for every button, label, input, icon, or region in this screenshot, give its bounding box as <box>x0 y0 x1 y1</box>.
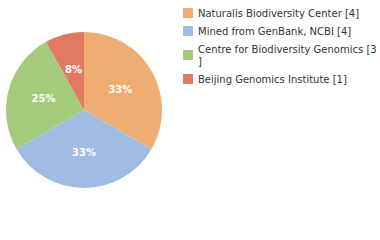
svg-text:33%: 33% <box>108 84 132 95</box>
svg-text:]: ] <box>198 56 202 67</box>
svg-text:Beijing Genomics Institute [1]: Beijing Genomics Institute [1] <box>198 74 347 85</box>
svg-text:33%: 33% <box>72 147 96 158</box>
svg-text:Naturalis Biodiversity Center: Naturalis Biodiversity Center [4] <box>198 8 359 19</box>
svg-text:Centre for Biodiversity Genomi: Centre for Biodiversity Genomics [3 <box>198 44 377 55</box>
svg-text:Mined from GenBank, NCBI [4]: Mined from GenBank, NCBI [4] <box>198 26 351 37</box>
svg-text:8%: 8% <box>65 64 82 75</box>
svg-text:25%: 25% <box>32 93 56 104</box>
